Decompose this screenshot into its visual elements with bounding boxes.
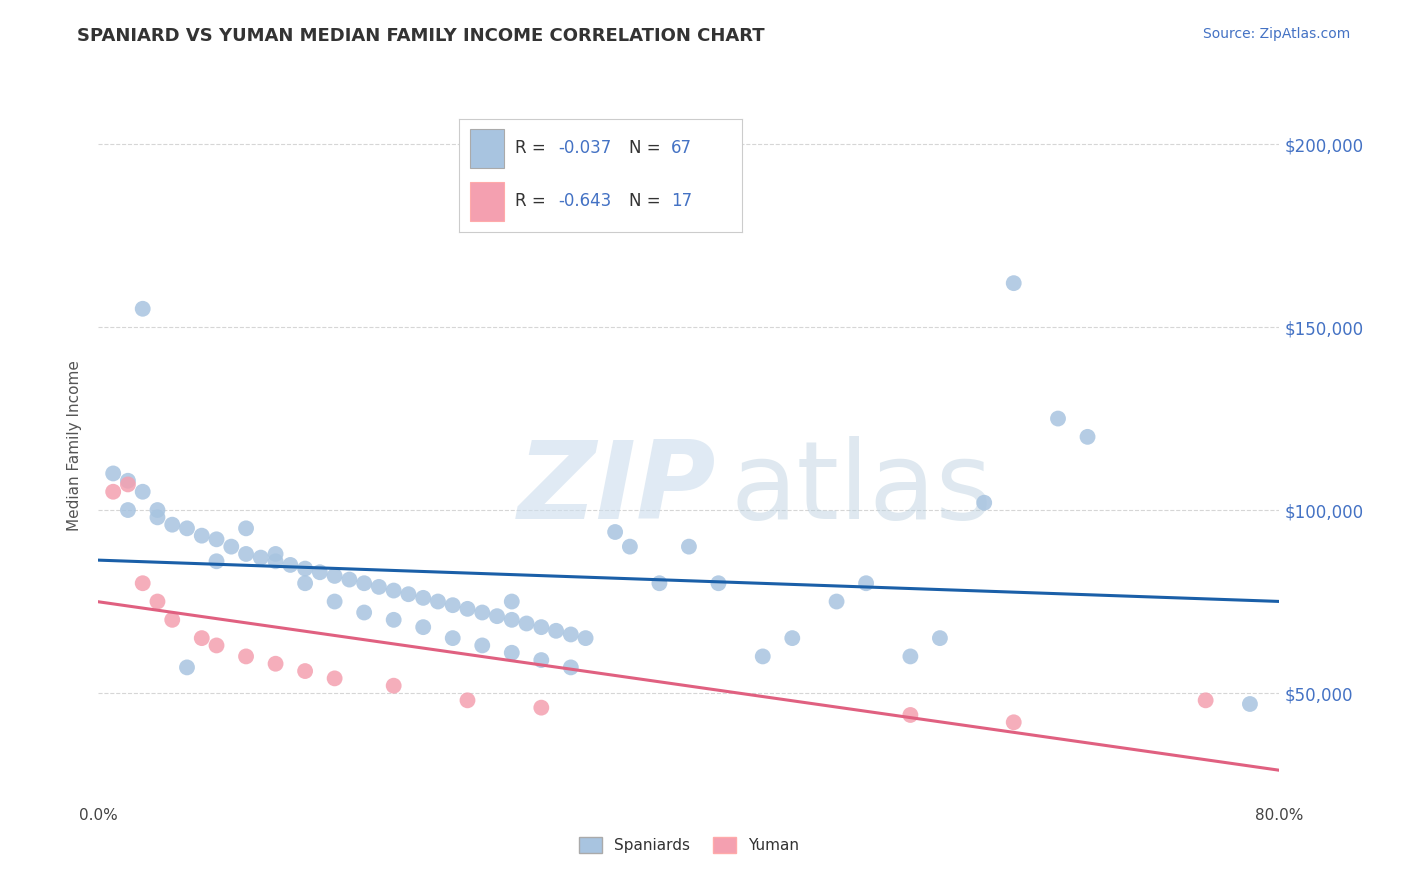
Point — [103, 484, 125, 499]
Point — [117, 474, 139, 488]
Text: Source: ZipAtlas.com: Source: ZipAtlas.com — [1202, 27, 1350, 41]
Point — [235, 547, 257, 561]
Point — [486, 609, 509, 624]
Point — [294, 664, 316, 678]
Point — [280, 558, 302, 572]
Point — [855, 576, 877, 591]
Point — [132, 301, 155, 316]
Point — [516, 616, 538, 631]
Point — [1046, 411, 1070, 425]
Point — [323, 672, 346, 686]
Point — [339, 573, 361, 587]
Point — [501, 594, 523, 608]
Point — [264, 657, 287, 671]
Point — [530, 653, 553, 667]
Point — [530, 620, 553, 634]
Point — [323, 569, 346, 583]
Point — [412, 620, 434, 634]
Point — [294, 576, 316, 591]
Point — [398, 587, 420, 601]
Point — [782, 631, 804, 645]
Point — [752, 649, 775, 664]
Point — [205, 639, 228, 653]
Point — [900, 649, 922, 664]
Point — [900, 708, 922, 723]
Point — [132, 576, 155, 591]
Point — [353, 606, 375, 620]
Text: SPANIARD VS YUMAN MEDIAN FAMILY INCOME CORRELATION CHART: SPANIARD VS YUMAN MEDIAN FAMILY INCOME C… — [77, 27, 765, 45]
Point — [191, 529, 214, 543]
Legend: Spaniards, Yuman: Spaniards, Yuman — [572, 831, 806, 859]
Point — [294, 561, 316, 575]
Point — [132, 484, 155, 499]
Point — [501, 646, 523, 660]
Point — [250, 550, 273, 565]
Point — [1002, 276, 1025, 290]
Point — [103, 467, 125, 481]
Point — [146, 503, 169, 517]
Point — [382, 679, 405, 693]
Point — [1077, 430, 1099, 444]
Point — [457, 693, 479, 707]
Point — [235, 649, 257, 664]
Point — [441, 598, 464, 612]
Point — [353, 576, 375, 591]
Point — [707, 576, 730, 591]
Point — [264, 554, 287, 568]
Point — [825, 594, 848, 608]
Y-axis label: Median Family Income: Median Family Income — [67, 360, 83, 532]
Point — [648, 576, 671, 591]
Point — [605, 524, 627, 539]
Point — [678, 540, 700, 554]
Point — [221, 540, 243, 554]
Point — [235, 521, 257, 535]
Point — [309, 566, 332, 580]
Point — [427, 594, 450, 608]
Point — [176, 660, 198, 674]
Point — [117, 477, 139, 491]
Point — [560, 660, 582, 674]
Text: ZIP: ZIP — [517, 436, 716, 541]
Point — [1239, 697, 1261, 711]
Point — [973, 496, 995, 510]
Point — [501, 613, 523, 627]
Text: atlas: atlas — [730, 436, 993, 541]
Point — [162, 517, 183, 532]
Point — [191, 631, 214, 645]
Point — [162, 613, 183, 627]
Point — [1002, 715, 1025, 730]
Point — [546, 624, 568, 638]
Point — [176, 521, 198, 535]
Point — [441, 631, 464, 645]
Point — [471, 639, 494, 653]
Point — [205, 533, 228, 547]
Point — [146, 510, 169, 524]
Point — [205, 554, 228, 568]
Point — [1195, 693, 1218, 707]
Point — [382, 583, 405, 598]
Point — [382, 613, 405, 627]
Point — [619, 540, 641, 554]
Point — [264, 547, 287, 561]
Point — [323, 594, 346, 608]
Point — [146, 594, 169, 608]
Point — [560, 627, 582, 641]
Point — [929, 631, 952, 645]
Point — [117, 503, 139, 517]
Point — [368, 580, 391, 594]
Point — [457, 602, 479, 616]
Point — [530, 700, 553, 714]
Point — [471, 606, 494, 620]
Point — [412, 591, 434, 605]
Point — [575, 631, 598, 645]
